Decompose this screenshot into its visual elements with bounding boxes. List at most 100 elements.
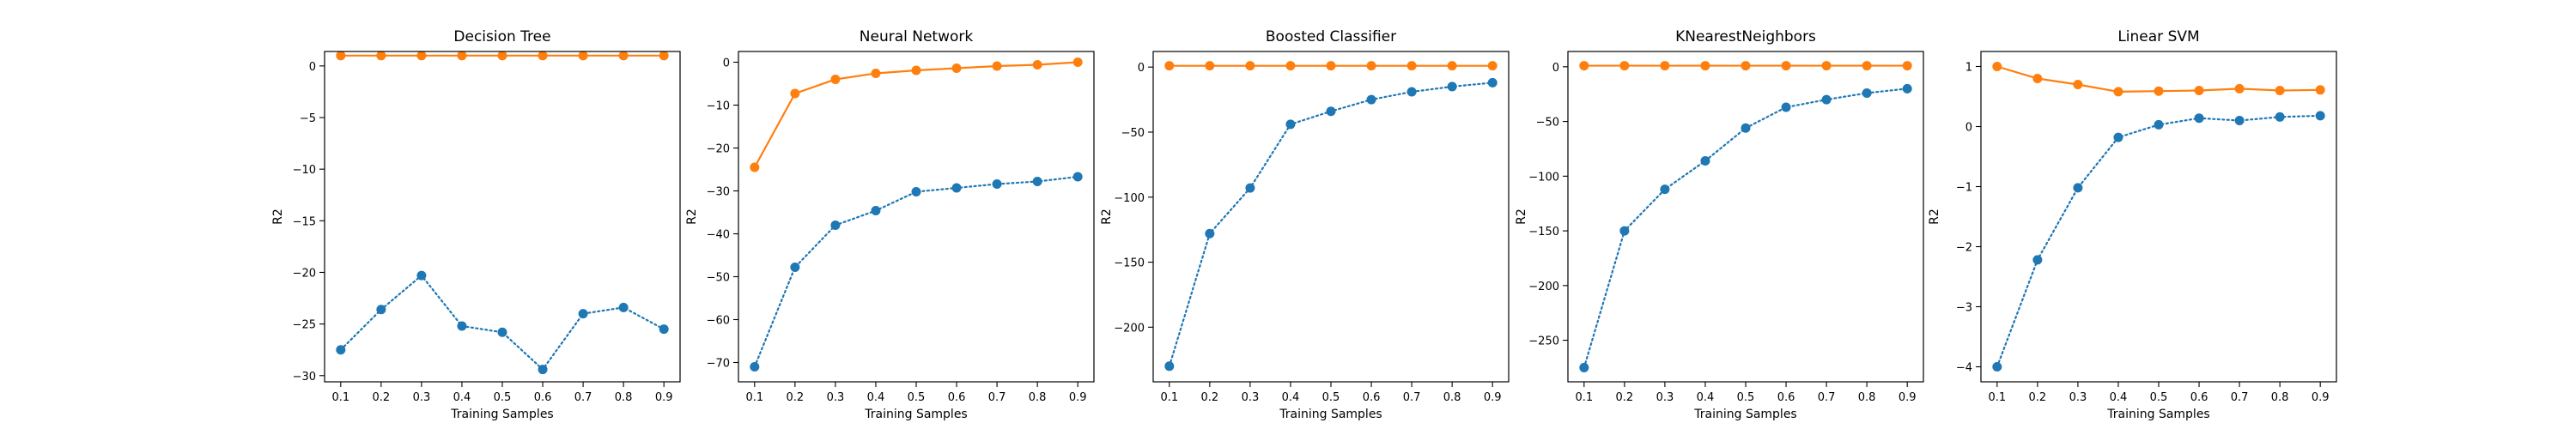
data-point (618, 302, 629, 312)
y-tick-label: −100 (1114, 192, 1145, 205)
data-point (416, 51, 427, 61)
data-point (1406, 87, 1417, 97)
data-point (416, 270, 427, 281)
data-point (951, 63, 962, 73)
x-tick-label: 0.2 (373, 391, 391, 404)
data-point (457, 321, 467, 331)
data-point (659, 51, 669, 61)
x-tick-label: 0.4 (1282, 391, 1300, 404)
data-point (1741, 123, 1751, 133)
x-tick-label: 0.8 (1858, 391, 1876, 404)
x-tick-label: 0.1 (1575, 391, 1593, 404)
x-tick-label: 0.6 (948, 391, 966, 404)
data-point (1781, 102, 1791, 112)
data-point (1862, 88, 1872, 98)
x-tick-label: 0.4 (1697, 391, 1715, 404)
data-point (336, 51, 346, 61)
y-tick-label: 0 (723, 57, 730, 70)
y-tick-label: −50 (1536, 117, 1559, 130)
series-line-1 (1996, 114, 2322, 368)
series-line-1 (1168, 82, 1494, 367)
data-point (2073, 80, 2083, 89)
data-point (1992, 362, 2002, 372)
y-tick-label: −20 (293, 267, 316, 280)
data-point (911, 65, 921, 76)
y-axis-label: R2 (271, 208, 285, 225)
data-point (1366, 94, 1376, 105)
y-tick-label: −30 (293, 371, 316, 384)
data-point (497, 327, 507, 337)
data-point (911, 187, 921, 196)
data-point (951, 183, 962, 193)
data-point (2032, 74, 2043, 83)
data-point (1406, 61, 1417, 71)
x-tick-label: 0.5 (2150, 391, 2168, 404)
y-tick-label: −70 (707, 358, 730, 371)
x-tick-label: 0.2 (787, 391, 805, 404)
y-tick-label: −30 (707, 186, 730, 199)
x-axis-label: Training Samples (864, 408, 967, 421)
data-point (2194, 86, 2204, 95)
y-tick-label: −4 (1956, 362, 1972, 375)
data-point (1619, 226, 1630, 236)
data-point (2315, 111, 2325, 121)
data-point (538, 51, 548, 61)
x-tick-label: 0.1 (745, 391, 763, 404)
y-tick-label: −100 (1528, 171, 1559, 184)
y-tick-label: −200 (1114, 322, 1145, 335)
data-point (1072, 57, 1083, 67)
data-point (2032, 255, 2043, 265)
data-point (1447, 61, 1457, 71)
data-point (1821, 61, 1832, 71)
series-line-1 (753, 175, 1079, 368)
x-tick-label: 0.8 (2271, 391, 2289, 404)
x-tick-label: 0.4 (453, 391, 471, 404)
panel-title: Linear SVM (2117, 28, 2199, 45)
y-tick-label: −2 (1956, 242, 1972, 255)
data-point (2113, 132, 2123, 142)
x-tick-label: 0.9 (2312, 391, 2330, 404)
x-tick-label: 0.5 (494, 391, 512, 404)
x-tick-label: 0.9 (1484, 391, 1502, 404)
x-tick-label: 0.6 (2190, 391, 2208, 404)
data-point (1487, 61, 1498, 71)
data-point (1821, 94, 1832, 105)
x-tick-label: 0.7 (1403, 391, 1421, 404)
data-point (2113, 87, 2123, 97)
data-point (750, 362, 760, 372)
data-point (1579, 362, 1589, 372)
panel-title: Boosted Classifier (1266, 28, 1396, 45)
x-tick-label: 0.4 (867, 391, 885, 404)
y-tick-label: −250 (1528, 335, 1559, 348)
x-tick-label: 0.5 (1322, 391, 1340, 404)
y-tick-label: 1 (1965, 62, 1972, 75)
data-point (1205, 61, 1215, 71)
y-tick-label: −15 (293, 215, 316, 228)
plot-frame (1567, 51, 1924, 383)
x-tick-label: 0.6 (534, 391, 552, 404)
x-tick-label: 0.1 (1988, 391, 2006, 404)
data-point (1992, 62, 2002, 71)
y-tick-label: 0 (309, 61, 316, 74)
data-point (1032, 60, 1042, 69)
chart-panel-2: Boosted Classifier 0.1 0.2 0.3 0.4 0.5 0.6 0.7 0… (1100, 28, 1510, 421)
y-tick-label: −150 (1114, 257, 1145, 270)
data-point (1164, 361, 1175, 372)
data-point (2234, 116, 2245, 125)
x-tick-label: 0.3 (1242, 391, 1260, 404)
x-tick-label: 0.3 (413, 391, 431, 404)
data-point (790, 263, 800, 272)
x-tick-label: 0.7 (2231, 391, 2249, 404)
data-point (830, 75, 841, 84)
data-point (2234, 83, 2245, 94)
data-point (1366, 61, 1376, 71)
x-tick-label: 0.4 (2110, 391, 2128, 404)
panel-title: KNearestNeighbors (1675, 28, 1816, 45)
chart-panel-3: KNearestNeighbors 0.1 0.2 0.3 0.4 0.5 0.6 0.7 0.… (1515, 28, 1924, 421)
y-tick-label: −3 (1956, 302, 1972, 315)
chart-panel-1: Neural Network 0.1 0.2 0.3 0.4 0.5 0.6 0.7 0.8 0.… (685, 28, 1095, 421)
x-tick-label: 0.7 (988, 391, 1006, 404)
data-point (1326, 106, 1336, 117)
data-point (1285, 119, 1296, 130)
